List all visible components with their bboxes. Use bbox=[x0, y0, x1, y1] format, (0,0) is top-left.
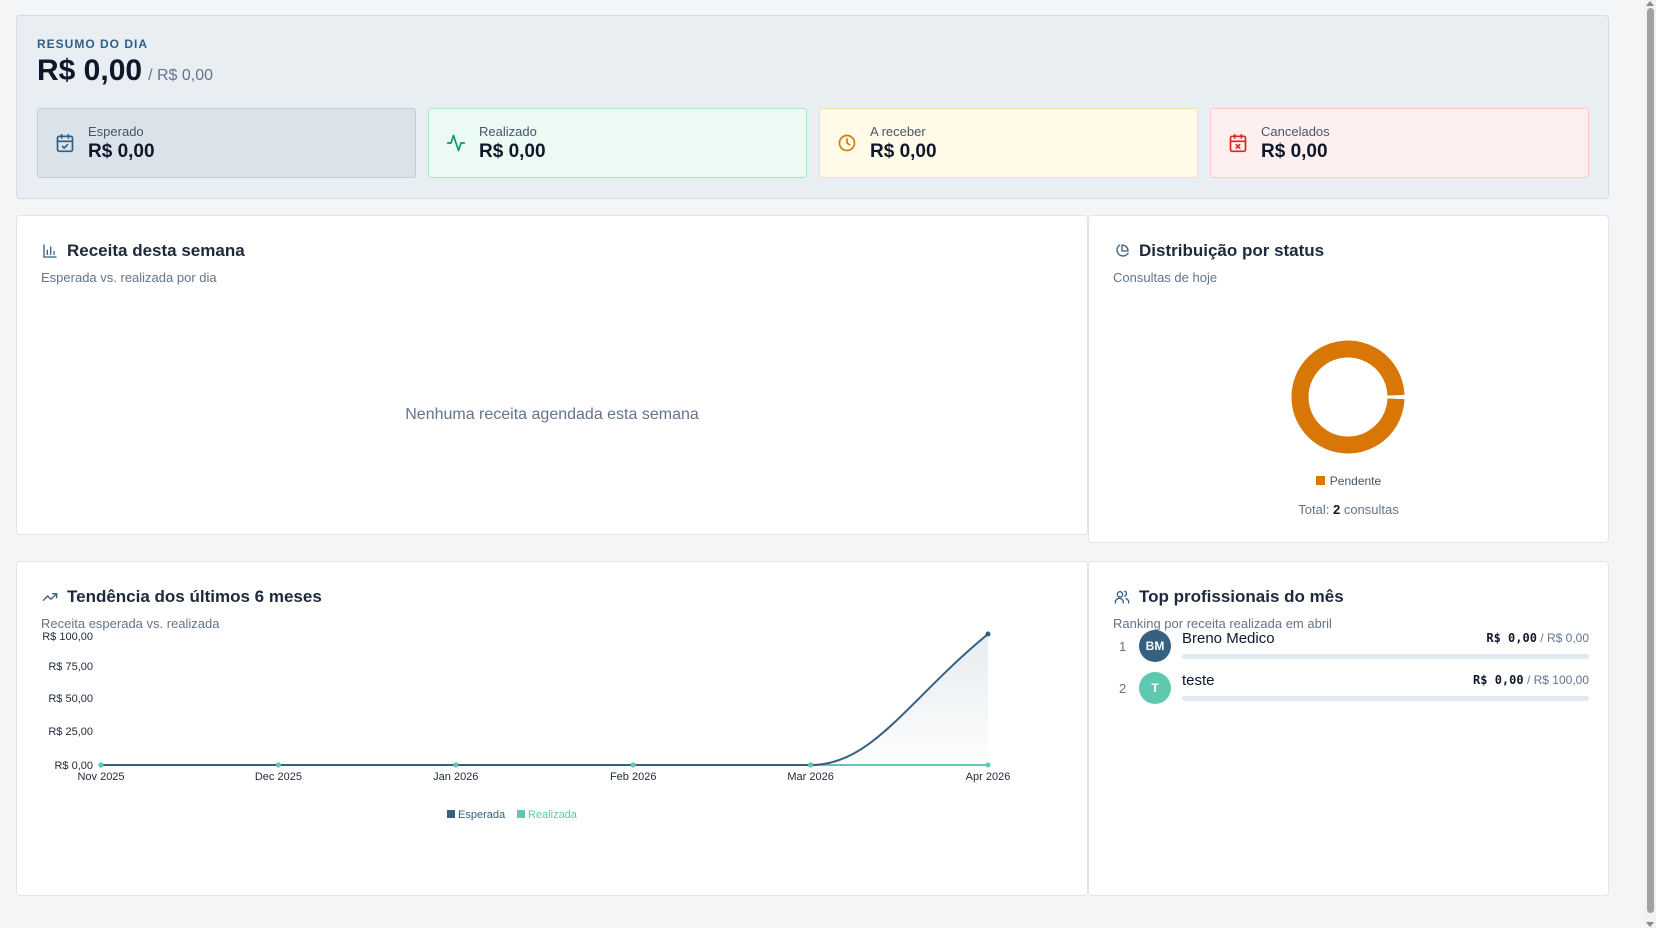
ranking-row[interactable]: 2 T teste R$ 0,00 / R$ 100,00 bbox=[1119, 670, 1589, 706]
stat-realizado: Realizado R$ 0,00 bbox=[428, 108, 807, 178]
card-header: Top profissionais do mês bbox=[1113, 587, 1344, 607]
stat-value: R$ 0,00 bbox=[1261, 140, 1328, 162]
empty-state: Nenhuma receita agendada esta semana bbox=[405, 406, 699, 423]
calendar-x-icon bbox=[1227, 132, 1249, 154]
x-tick-label: Dec 2025 bbox=[255, 771, 302, 783]
stat-label: A receber bbox=[870, 123, 926, 139]
y-tick-label: R$ 100,00 bbox=[42, 631, 93, 643]
data-point-realizada[interactable] bbox=[808, 762, 814, 768]
stat-cancelados: Cancelados R$ 0,00 bbox=[1210, 108, 1589, 178]
ranking-row[interactable]: 1 BM Breno Medico R$ 0,00 / R$ 0,00 bbox=[1119, 628, 1589, 664]
donut-total: Total: 2 consultas bbox=[1089, 502, 1608, 517]
card-title: Top profissionais do mês bbox=[1139, 587, 1344, 606]
top-professionals-card: Top profissionais do mês Ranking por rec… bbox=[1088, 561, 1609, 896]
scroll-up-arrow[interactable] bbox=[1646, 1, 1654, 6]
progress-bar bbox=[1182, 696, 1589, 701]
stat-esperado: Esperado R$ 0,00 bbox=[37, 108, 416, 178]
status-donut-chart bbox=[1291, 340, 1405, 454]
x-tick-label: Feb 2026 bbox=[610, 771, 656, 783]
card-subtitle: Ranking por receita realizada em abril bbox=[1113, 616, 1332, 631]
professional-amount: R$ 0,00 / R$ 0,00 bbox=[1486, 631, 1589, 645]
professional-name: teste bbox=[1182, 672, 1215, 689]
progress-bar bbox=[1182, 654, 1589, 659]
users-icon bbox=[1113, 588, 1131, 606]
card-subtitle: Consultas de hoje bbox=[1113, 270, 1218, 285]
data-point-realizada[interactable] bbox=[985, 762, 991, 768]
calendar-check-icon bbox=[54, 132, 76, 154]
stat-a-receber: A receber R$ 0,00 bbox=[819, 108, 1198, 178]
scroll-down-arrow[interactable] bbox=[1646, 922, 1654, 927]
y-tick-label: R$ 0,00 bbox=[54, 760, 93, 772]
summary-total-value: R$ 0,00 bbox=[37, 54, 143, 87]
legend-label-esperada: Esperada bbox=[458, 809, 506, 821]
professional-name: Breno Medico bbox=[1182, 630, 1275, 647]
legend-label-pendente: Pendente bbox=[1329, 474, 1382, 488]
stat-value: R$ 0,00 bbox=[88, 140, 155, 162]
total-prefix: Total: bbox=[1298, 502, 1330, 517]
expected-amount: / R$ 100,00 bbox=[1526, 673, 1589, 687]
stat-row: Esperado R$ 0,00 Realizado R$ 0,00 A rec… bbox=[37, 108, 1589, 178]
legend-swatch-realizada bbox=[517, 810, 525, 818]
data-point-esperada[interactable] bbox=[985, 631, 991, 637]
summary-total: R$ 0,00 / R$ 0,00 bbox=[37, 54, 1588, 88]
page-scrollbar[interactable] bbox=[1644, 0, 1656, 928]
legend-swatch-esperada bbox=[447, 810, 455, 818]
clock-icon bbox=[836, 132, 858, 154]
expected-amount: / R$ 0,00 bbox=[1540, 631, 1589, 645]
stat-label: Realizado bbox=[479, 123, 537, 139]
data-point-realizada[interactable] bbox=[630, 762, 636, 768]
daily-summary: RESUMO DO DIA R$ 0,00 / R$ 0,00 Esperado… bbox=[16, 15, 1609, 199]
stat-label: Cancelados bbox=[1261, 123, 1330, 139]
rank-number: 1 bbox=[1119, 639, 1127, 654]
card-subtitle: Receita esperada vs. realizada bbox=[41, 616, 220, 631]
legend-swatch-pendente bbox=[1315, 476, 1325, 485]
trend-card: Tendência dos últimos 6 meses Receita es… bbox=[16, 561, 1088, 896]
x-tick-label: Jan 2026 bbox=[433, 771, 478, 783]
y-tick-label: R$ 50,00 bbox=[48, 693, 93, 705]
status-distribution-card: Distribuição por status Consultas de hoj… bbox=[1088, 215, 1609, 543]
realized-amount: R$ 0,00 bbox=[1473, 673, 1524, 687]
activity-icon bbox=[445, 132, 467, 154]
y-tick-label: R$ 25,00 bbox=[48, 726, 93, 738]
avatar: BM bbox=[1139, 630, 1171, 662]
x-tick-label: Nov 2025 bbox=[77, 771, 124, 783]
stat-label: Esperado bbox=[88, 123, 144, 139]
card-title: Receita desta semana bbox=[67, 241, 245, 260]
trend-area-chart: R$ 100,00 R$ 75,00 R$ 50,00 R$ 25,00 R$ 0,00… bbox=[42, 631, 1011, 821]
total-count: 2 bbox=[1332, 502, 1341, 517]
scroll-thumb[interactable] bbox=[1647, 8, 1654, 913]
trending-up-icon bbox=[41, 588, 59, 606]
realized-amount: R$ 0,00 bbox=[1486, 631, 1537, 645]
rank-number: 2 bbox=[1119, 681, 1127, 696]
data-point-realizada[interactable] bbox=[275, 762, 281, 768]
weekly-revenue-card: Receita desta semana Esperada vs. realiz… bbox=[16, 215, 1088, 535]
card-title: Tendência dos últimos 6 meses bbox=[67, 587, 322, 606]
donut-legend: Pendente bbox=[1089, 474, 1608, 488]
card-header: Tendência dos últimos 6 meses bbox=[41, 587, 322, 607]
series-area-esperada bbox=[101, 634, 988, 765]
total-suffix: consultas bbox=[1343, 502, 1399, 517]
donut-slice-pendente[interactable] bbox=[1291, 340, 1405, 454]
y-tick-label: R$ 75,00 bbox=[48, 661, 93, 673]
bar-chart-icon bbox=[41, 242, 59, 260]
data-point-realizada[interactable] bbox=[453, 762, 459, 768]
pie-chart-icon bbox=[1113, 242, 1131, 260]
x-tick-label: Mar 2026 bbox=[787, 771, 833, 783]
professional-amount: R$ 0,00 / R$ 100,00 bbox=[1473, 673, 1589, 687]
card-title: Distribuição por status bbox=[1139, 241, 1325, 260]
card-header: Receita desta semana bbox=[41, 241, 245, 261]
avatar: T bbox=[1139, 672, 1171, 704]
summary-total-expected: / R$ 0,00 bbox=[148, 67, 214, 84]
series-line-esperada bbox=[101, 633, 989, 766]
data-point-realizada[interactable] bbox=[98, 762, 104, 768]
stat-value: R$ 0,00 bbox=[479, 140, 546, 162]
card-subtitle: Esperada vs. realizada por dia bbox=[41, 270, 217, 285]
legend-label-realizada: Realizada bbox=[528, 809, 578, 821]
x-tick-label: Apr 2026 bbox=[966, 771, 1011, 783]
stat-value: R$ 0,00 bbox=[870, 140, 937, 162]
summary-eyebrow: RESUMO DO DIA bbox=[37, 37, 149, 51]
card-header: Distribuição por status bbox=[1113, 241, 1324, 261]
